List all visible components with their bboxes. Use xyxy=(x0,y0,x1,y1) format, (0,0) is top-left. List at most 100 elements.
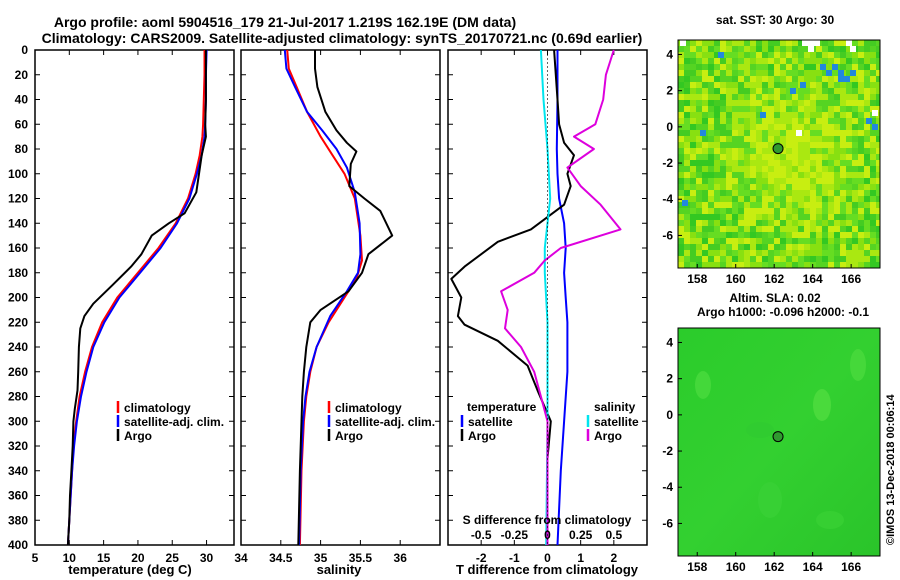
sst-pixel xyxy=(786,184,792,190)
sst-pixel xyxy=(846,118,852,124)
sst-pixel xyxy=(864,250,870,256)
sst-pixel xyxy=(690,172,696,178)
sst-pixel xyxy=(834,244,840,250)
sst-pixel xyxy=(690,256,696,262)
sst-pixel xyxy=(828,202,834,208)
sst-pixel xyxy=(792,262,798,268)
sst-pixel xyxy=(846,64,852,70)
sst-pixel xyxy=(798,220,804,226)
sst-pixel xyxy=(780,40,786,46)
sst-pixel xyxy=(804,46,810,52)
sst-pixel xyxy=(798,100,804,106)
sst-pixel xyxy=(696,148,702,154)
sst-pixel xyxy=(696,256,702,262)
sst-pixel xyxy=(864,184,870,190)
sst-pixel xyxy=(726,196,732,202)
sst-pixel xyxy=(684,196,690,202)
sst-pixel xyxy=(798,238,804,244)
sst-pixel xyxy=(708,52,714,58)
sst-pixel xyxy=(876,118,880,124)
sst-pixel xyxy=(702,58,708,64)
sst-pixel xyxy=(696,64,702,70)
sst-pixel xyxy=(768,220,774,226)
sst-pixel xyxy=(702,112,708,118)
sst-pixel xyxy=(744,262,750,268)
sst-pixel xyxy=(678,154,684,160)
sst-pixel xyxy=(750,250,756,256)
sst-pixel xyxy=(864,202,870,208)
sst-pixel xyxy=(744,76,750,82)
sst-pixel xyxy=(828,184,834,190)
sst-pixel xyxy=(708,184,714,190)
sst-pixel xyxy=(834,136,840,142)
sst-pixel xyxy=(750,202,756,208)
sst-pixel xyxy=(798,250,804,256)
sst-pixel xyxy=(774,64,780,70)
sst-pixel xyxy=(678,262,684,268)
sst-pixel xyxy=(714,148,720,154)
sst-pixel xyxy=(798,262,804,268)
sst-pixel xyxy=(810,52,816,58)
sst-pixel xyxy=(828,124,834,130)
sst-pixel xyxy=(696,76,702,82)
sst-pixel xyxy=(696,190,702,196)
sst-pixel xyxy=(870,58,876,64)
sst-pixel xyxy=(780,238,786,244)
sst-pixel xyxy=(786,70,792,76)
sst-pixel xyxy=(804,112,810,118)
sst-pixel xyxy=(786,196,792,202)
sst-pixel xyxy=(798,142,804,148)
map-x-tick-label: 164 xyxy=(803,560,823,574)
sst-pixel xyxy=(798,136,804,142)
series-line-climatology xyxy=(286,49,363,546)
sst-pixel xyxy=(726,124,732,130)
sst-pixel xyxy=(870,154,876,160)
sst-pixel xyxy=(810,196,816,202)
sst-pixel xyxy=(828,142,834,148)
sst-pixel xyxy=(792,94,798,100)
sst-pixel xyxy=(780,190,786,196)
sst-pixel xyxy=(768,100,774,106)
sst-pixel xyxy=(822,166,828,172)
sla-map-frame xyxy=(677,327,881,557)
sst-pixel xyxy=(768,172,774,178)
sst-pixel xyxy=(810,184,816,190)
sst-pixel xyxy=(828,220,834,226)
sst-pixel xyxy=(726,52,732,58)
sst-pixel xyxy=(696,106,702,112)
sst-pixel xyxy=(732,196,738,202)
sst-map-frame xyxy=(677,39,881,269)
sst-pixel xyxy=(696,112,702,118)
sst-pixel xyxy=(702,40,708,46)
sst-pixel xyxy=(756,58,762,64)
sla-map-blobs xyxy=(695,349,866,529)
sst-pixel xyxy=(840,178,846,184)
sst-pixel xyxy=(750,64,756,70)
sst-pixel xyxy=(750,148,756,154)
sst-pixel xyxy=(792,232,798,238)
sst-pixel xyxy=(786,88,792,94)
sst-pixel xyxy=(858,70,864,76)
sst-pixel xyxy=(810,64,816,70)
sst-pixel xyxy=(762,226,768,232)
sst-pixel xyxy=(702,214,708,220)
sst-map-pixels xyxy=(678,40,880,268)
sst-pixel xyxy=(738,160,744,166)
sst-pixel xyxy=(774,220,780,226)
sst-pixel xyxy=(690,52,696,58)
sst-pixel xyxy=(708,148,714,154)
sst-pixel xyxy=(816,202,822,208)
sst-pixel xyxy=(786,40,792,46)
sst-pixel xyxy=(768,250,774,256)
sst-pixel xyxy=(750,100,756,106)
sst-pixel xyxy=(834,124,840,130)
sst-pixel xyxy=(810,118,816,124)
sst-pixel xyxy=(816,82,822,88)
sst-pixel xyxy=(792,148,798,154)
sst-pixel xyxy=(738,172,744,178)
sst-pixel xyxy=(828,40,834,46)
difference-ticks: -2 -1 0 1 2 xyxy=(448,49,647,565)
sst-pixel xyxy=(792,100,798,106)
sst-pixel xyxy=(696,208,702,214)
sst-pixel xyxy=(840,220,846,226)
